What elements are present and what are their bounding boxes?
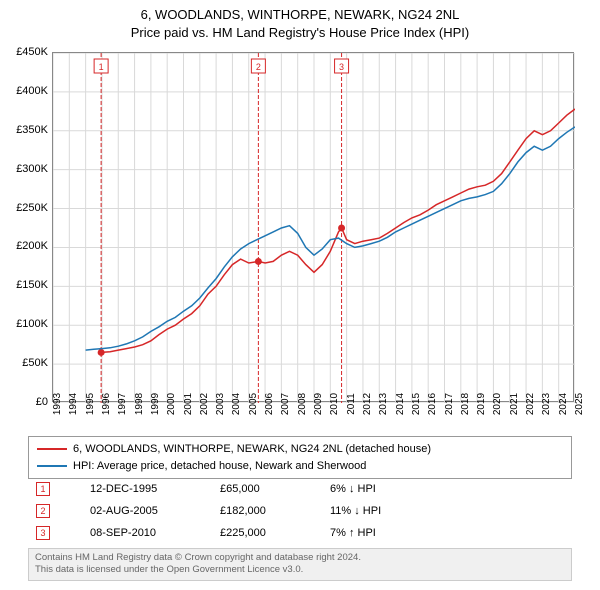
x-tick-label: 1996 [101, 393, 112, 415]
transaction-badge: 2 [36, 504, 50, 518]
legend-box: 6, WOODLANDS, WINTHORPE, NEWARK, NG24 2N… [28, 436, 572, 479]
transaction-date: 08-SEP-2010 [90, 527, 220, 539]
x-tick-label: 2008 [297, 393, 308, 415]
transaction-row: 2 02-AUG-2005£182,00011% ↓ HPI [28, 500, 572, 522]
y-tick-label: £400K [16, 85, 48, 97]
x-tick-label: 2005 [248, 393, 259, 415]
x-tick-label: 2015 [411, 393, 422, 415]
x-tick-label: 2016 [427, 393, 438, 415]
x-tick-label: 2020 [492, 393, 503, 415]
chart-container: 6, WOODLANDS, WINTHORPE, NEWARK, NG24 2N… [0, 0, 600, 590]
x-tick-label: 2009 [313, 393, 324, 415]
transaction-pct: 11% ↓ HPI [330, 505, 440, 517]
x-tick-label: 1993 [52, 393, 63, 415]
x-tick-label: 2000 [166, 393, 177, 415]
transaction-price: £225,000 [220, 527, 330, 539]
transaction-price: £182,000 [220, 505, 330, 517]
title-address: 6, WOODLANDS, WINTHORPE, NEWARK, NG24 2N… [0, 6, 600, 24]
y-tick-label: £50K [22, 357, 48, 369]
x-tick-label: 2004 [231, 393, 242, 415]
x-tick-label: 2013 [378, 393, 389, 415]
legend-row: 6, WOODLANDS, WINTHORPE, NEWARK, NG24 2N… [37, 441, 563, 458]
footer-line1: Contains HM Land Registry data © Crown c… [35, 552, 565, 564]
x-tick-label: 2012 [362, 393, 373, 415]
transaction-price: £65,000 [220, 483, 330, 495]
transaction-badge: 1 [36, 482, 50, 496]
x-tick-label: 2018 [460, 393, 471, 415]
y-tick-label: £450K [16, 46, 48, 58]
y-tick-label: £150K [16, 279, 48, 291]
svg-text:3: 3 [339, 62, 344, 72]
y-tick-label: £0 [36, 396, 48, 408]
legend-label: HPI: Average price, detached house, Newa… [73, 458, 366, 475]
legend-swatch [37, 448, 67, 450]
x-tick-label: 2024 [558, 393, 569, 415]
title-block: 6, WOODLANDS, WINTHORPE, NEWARK, NG24 2N… [0, 0, 600, 42]
legend-label: 6, WOODLANDS, WINTHORPE, NEWARK, NG24 2N… [73, 441, 431, 458]
transaction-pct: 7% ↑ HPI [330, 527, 440, 539]
x-tick-label: 2006 [264, 393, 275, 415]
svg-text:1: 1 [99, 62, 104, 72]
y-tick-label: £200K [16, 240, 48, 252]
svg-text:2: 2 [256, 62, 261, 72]
x-tick-label: 2001 [183, 393, 194, 415]
chart-svg: 1 2 3 [53, 53, 575, 403]
transaction-row: 1 12-DEC-1995£65,0006% ↓ HPI [28, 478, 572, 500]
x-tick-label: 2014 [395, 393, 406, 415]
x-tick-label: 2023 [541, 393, 552, 415]
x-tick-label: 1995 [85, 393, 96, 415]
legend-swatch [37, 465, 67, 467]
footer-attribution: Contains HM Land Registry data © Crown c… [28, 548, 572, 581]
x-tick-label: 2010 [329, 393, 340, 415]
x-tick-label: 1999 [150, 393, 161, 415]
transaction-badge: 3 [36, 526, 50, 540]
x-tick-label: 2019 [476, 393, 487, 415]
x-tick-label: 1998 [134, 393, 145, 415]
x-tick-label: 2017 [444, 393, 455, 415]
x-tick-label: 2025 [574, 393, 585, 415]
transaction-date: 02-AUG-2005 [90, 505, 220, 517]
y-tick-label: £100K [16, 318, 48, 330]
x-tick-label: 2022 [525, 393, 536, 415]
legend-row: HPI: Average price, detached house, Newa… [37, 458, 563, 475]
transaction-date: 12-DEC-1995 [90, 483, 220, 495]
chart-plot-area: 1 2 3 [52, 52, 574, 402]
transaction-row: 3 08-SEP-2010£225,0007% ↑ HPI [28, 522, 572, 544]
y-tick-label: £300K [16, 163, 48, 175]
y-tick-label: £250K [16, 202, 48, 214]
x-tick-label: 2007 [280, 393, 291, 415]
title-subtitle: Price paid vs. HM Land Registry's House … [0, 24, 600, 42]
x-tick-label: 2011 [346, 393, 357, 415]
x-tick-label: 1994 [68, 393, 79, 415]
x-tick-label: 2003 [215, 393, 226, 415]
x-tick-label: 1997 [117, 393, 128, 415]
transaction-pct: 6% ↓ HPI [330, 483, 440, 495]
transaction-table: 1 12-DEC-1995£65,0006% ↓ HPI 2 02-AUG-2005£… [28, 478, 572, 544]
x-tick-label: 2002 [199, 393, 210, 415]
y-tick-label: £350K [16, 124, 48, 136]
x-tick-label: 2021 [509, 393, 520, 415]
footer-line2: This data is licensed under the Open Gov… [35, 564, 565, 576]
